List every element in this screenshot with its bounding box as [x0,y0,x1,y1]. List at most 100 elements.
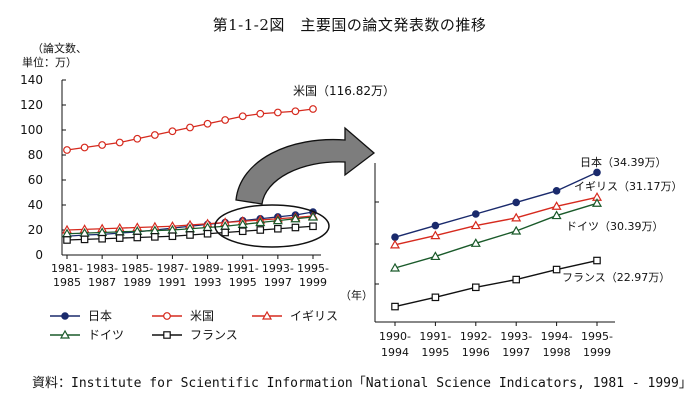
zoom-x-label-top: 1991- [419,330,451,343]
zoom-x-label-bottom: 1994 [381,346,409,359]
data-point-フランス [238,227,247,236]
x-tick-label-top: 1991- [227,262,259,275]
zoom-data-point-ドイツ [389,262,401,272]
zoom-data-point-ドイツ [430,251,441,261]
zoom-data-point-イギリス [470,220,481,230]
data-point-米国 [98,141,107,149]
zoom-x-label-top: 1992- [460,330,492,343]
zoom-series-line-ドイツ [394,202,598,269]
legend-label-イギリス: イギリス [290,309,338,323]
data-point-フランス [274,224,282,233]
zoom-data-point-ドイツ [470,238,481,247]
data-point-米国 [238,112,247,121]
zoom-data-point-イギリス [430,230,441,240]
data-point-フランス [186,231,194,239]
zoom-data-point-日本 [593,168,601,177]
data-point-フランス [309,222,317,231]
zoom-data-point-ドイツ [511,225,522,235]
data-point-フランス [203,229,212,238]
data-point-ドイツ [272,215,283,225]
x-tick-label-bottom: 1987 [88,276,116,289]
data-point-米国 [80,143,89,152]
zoom-series-label-日本: 日本（34.39万） [580,155,667,169]
zoom-data-point-イギリス [511,212,522,222]
zoom-series-label-ドイツ: ドイツ（30.39万） [566,220,664,233]
y-tick-label: 140 [20,73,43,87]
zoom-data-point-日本 [391,233,399,241]
us-value-label: 米国（116.82万） [293,84,395,98]
data-point-フランス [168,232,177,241]
zoom-data-point-ドイツ [591,198,603,207]
zoom-data-point-フランス [431,293,440,302]
zoom-data-point-フランス [391,302,399,311]
x-tick-label-top: 1995- [297,262,329,275]
data-point-米国 [133,134,142,143]
y-tick-label: 40 [28,198,43,212]
data-point-フランス [115,234,124,242]
x-tick-label-bottom: 1997 [264,276,292,289]
zoom-x-label-top: 1994- [541,330,573,343]
zoom-arrow [235,126,376,205]
zoom-x-label-bottom: 1995 [421,346,449,359]
y-tick-label: 100 [20,123,43,137]
x-tick-label-top: 1987- [156,262,188,275]
legend-label-米国: 米国 [190,309,214,323]
data-point-米国 [309,105,317,113]
zoom-data-point-ドイツ [551,210,562,220]
zoom-data-point-フランス [552,265,561,274]
data-point-フランス [256,226,265,234]
legend-marker-日本 [61,312,69,320]
data-point-ドイツ [307,211,319,221]
x-tick-label-top: 1983- [86,262,118,275]
y-tick-label: 120 [20,98,43,112]
legend-marker-フランス [163,331,171,339]
zoom-series-line-日本 [394,171,598,238]
y-tick-label: 60 [28,173,43,187]
zoom-plot: 1990- 1994 1991- 1995 1992- 1996 1993- 1997 1994… [374,155,683,359]
zoom-series-line-フランス [394,259,598,308]
y-axis-unit: 単位：万） [22,55,77,69]
data-point-米国 [291,107,300,116]
x-tick-label-bottom: 1999 [299,276,327,289]
y-axis-title: （論文数、 [32,41,87,55]
zoom-series-label-フランス: フランス（22.97万） [562,271,670,284]
zoom-data-point-イギリス [389,239,401,249]
data-point-米国 [256,109,265,118]
legend-label-ドイツ: ドイツ [88,328,124,342]
zoom-series-label-イギリス: イギリス（31.17万） [574,180,683,193]
data-point-米国 [221,116,230,124]
zoom-x-label-bottom: 1999 [583,346,611,359]
data-point-米国 [115,138,124,147]
zoom-data-point-日本 [431,221,440,230]
source-note: 資料：Institute for Scientific Information「… [32,376,692,391]
zoom-data-point-日本 [552,187,561,195]
chart-title: 第1-1-2図 主要国の論文発表数の推移 [212,16,487,34]
legend-label-日本: 日本 [88,309,112,323]
data-point-ドイツ [290,213,301,223]
data-point-フランス [80,235,89,244]
zoom-data-point-フランス [512,275,521,284]
x-tick-label-top: 1989- [192,262,224,275]
data-point-フランス [98,234,106,243]
data-point-米国 [203,119,212,128]
y-tick-label: 0 [35,248,43,262]
zoom-data-point-日本 [472,210,480,218]
zoom-x-label-top: 1995- [581,330,613,343]
data-point-フランス [221,228,229,237]
zoom-x-label-top: 1993- [500,330,532,343]
zoom-x-label-bottom: 1996 [462,346,490,359]
data-point-ドイツ [255,217,266,227]
y-tick-label: 20 [28,223,43,237]
x-tick-label-bottom: 1991 [158,276,186,289]
legend-marker-ドイツ [59,329,71,339]
zoom-x-label-bottom: 1997 [502,346,530,359]
zoom-data-point-イギリス [551,201,562,210]
y-tick-label: 80 [28,148,43,162]
data-point-米国 [63,146,71,154]
main-plot: 0 20 40 60 80 100 120 140 （論文数、単位：万） 1981-1985 198… [20,41,395,302]
legend-label-フランス: フランス [190,328,238,342]
x-tick-label-top: 1985- [121,262,153,275]
x-tick-label-top: 1981- [51,262,83,275]
data-point-米国 [186,123,194,132]
